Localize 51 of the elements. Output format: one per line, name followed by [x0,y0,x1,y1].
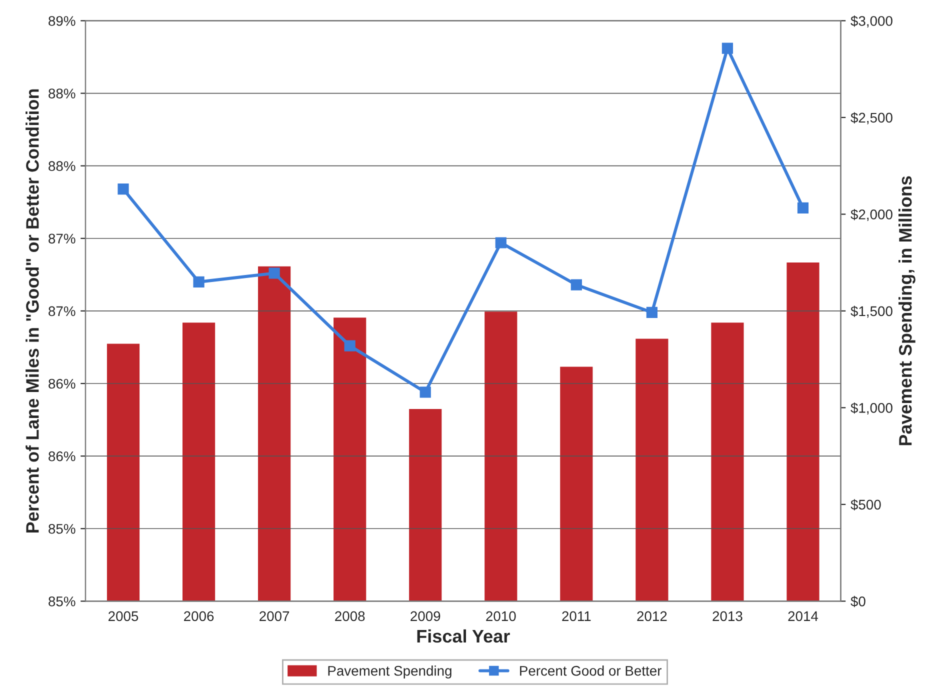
y2-axis-title: Pavement Spending, in Millions [898,176,916,446]
y2-tick-label: $3,000 [850,15,892,28]
legend-label: Percent Good or Better [520,666,662,676]
y-tick-label: 86% [48,378,76,389]
x-tick-label: 2005 [108,611,138,622]
x-tick-label: 2011 [562,611,591,622]
point [646,306,658,318]
y-tick-label: 85% [48,596,76,606]
y-axis-title: Percent of Lane Miles in "Good" or Better Condition [26,89,39,532]
bar [558,365,594,602]
y-tick-label: 88% [48,88,76,98]
y-tick-label: 88% [48,161,76,172]
y-tick-label: 86% [48,451,76,462]
y-tick-label: 87% [48,234,76,244]
legend-label: Pavement Spending [328,666,452,678]
y2-tick-label: $1,000 [850,402,892,414]
point [118,184,129,195]
y2-tick-label: $2,500 [850,112,892,124]
point [268,268,280,279]
bar [332,316,368,602]
x-tick-label: 2012 [637,611,667,622]
bar [408,408,444,602]
x-tick-label: 2013 [712,611,742,622]
bar [785,261,821,602]
y2-tick-label: $2,000 [850,208,892,222]
point [420,386,431,398]
bar [181,321,216,602]
point [495,237,506,248]
y2-tick-label: $500 [850,499,881,510]
point [722,42,734,54]
y-tick-label: 87% [48,306,76,316]
bar [106,342,141,602]
x-tick-label: 2010 [486,611,516,622]
x-tick-label: 2009 [410,611,440,622]
x-tick-label: 2007 [260,611,290,622]
bar [483,310,519,602]
x-tick-label: 2006 [184,611,214,622]
y-tick-label: 89% [48,16,76,26]
point [797,202,809,214]
bar [710,321,746,602]
x-tick-label: 2014 [788,611,818,622]
x-axis-title: Fiscal Year [417,629,510,643]
y-tick-label: 85% [48,524,76,534]
point [193,276,204,288]
x-tick-label: 2008 [335,611,365,622]
point [344,340,356,352]
bar [634,337,670,602]
point [570,279,582,290]
y2-tick-label: $1,500 [850,306,892,318]
bar [256,264,292,602]
y2-tick-label: $0 [850,596,866,608]
